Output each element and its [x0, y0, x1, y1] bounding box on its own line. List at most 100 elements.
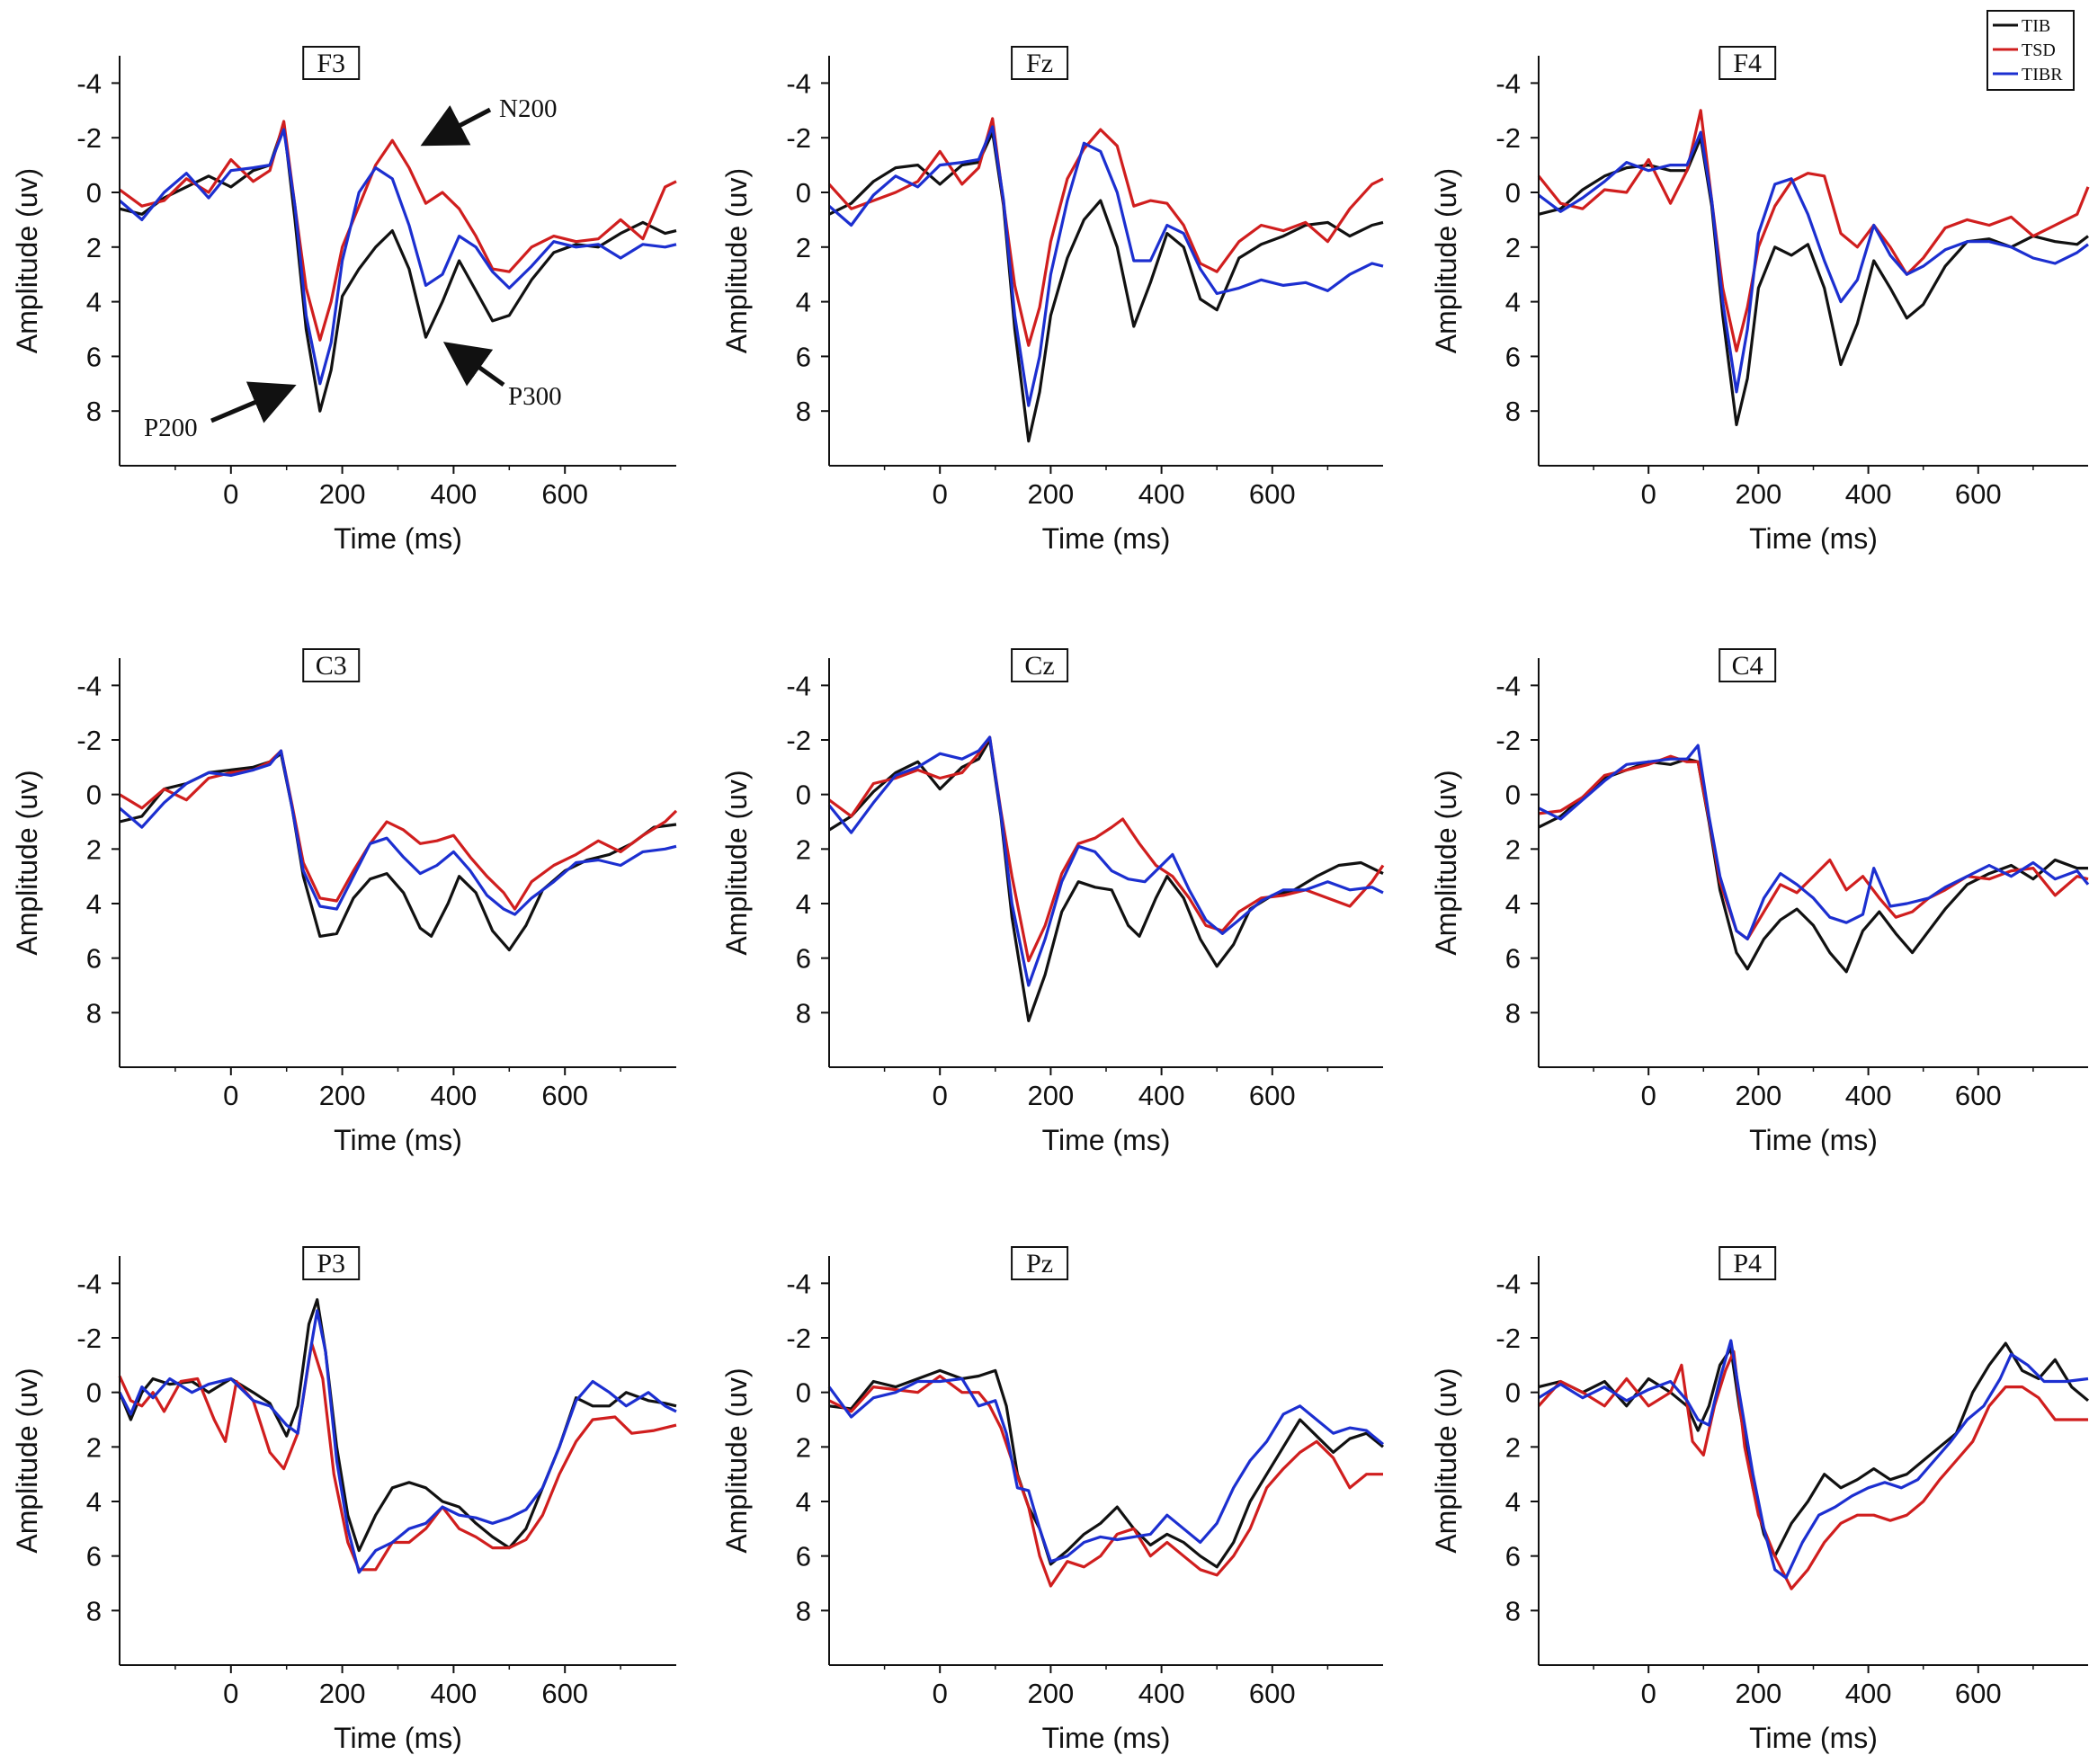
series-line-tsd-cz [828, 735, 1385, 963]
y-tick-label-f4: -4 [1495, 67, 1521, 99]
series-line-tib-f4 [1538, 136, 2089, 426]
y-tick-label-c4: 2 [1505, 833, 1521, 865]
x-tick-label-f4: 200 [1736, 478, 1782, 510]
y-tick-label-f4: 4 [1505, 287, 1521, 318]
legend: TIB TSD TIBR [1986, 10, 2075, 91]
panel-title-c4: C4 [1732, 651, 1763, 681]
y-axis-title-pz: Amplitude (uv) [720, 1368, 753, 1553]
panel-f3: -4 -2 0 2 4 6 8 0 200 400 600 Time (ms) Amplitude (u… [11, 46, 677, 555]
series-line-tibr-cz [827, 735, 1384, 987]
series-line-tib-cz [828, 738, 1384, 1022]
y-tick-label-c4: 4 [1505, 888, 1521, 920]
annotation-p300: P300 [508, 382, 562, 411]
y-axis-title-p4: Amplitude (uv) [1430, 1368, 1462, 1553]
x-axis-title-pz: Time (ms) [1042, 1722, 1171, 1754]
x-tick-label-f4: 0 [1641, 478, 1656, 510]
series-line-tsd-c3 [119, 749, 678, 911]
series-line-tsd-fz [827, 117, 1384, 347]
x-axis-title-cz: Time (ms) [1042, 1124, 1171, 1156]
annotation-p300-arrow [442, 342, 505, 388]
y-tick-label-p4: 0 [1505, 1377, 1521, 1409]
y-tick-label-f4: 6 [1505, 341, 1521, 372]
series-line-tibr-fz [827, 125, 1384, 407]
y-tick-label-c3: 2 [86, 833, 102, 865]
panel-title-f3: F3 [317, 49, 345, 78]
x-tick-label-pz: 0 [933, 1678, 948, 1709]
series-line-tibr-f4 [1538, 130, 2089, 394]
series-line-tsd-f4 [1537, 109, 2090, 352]
series-line-tib-c4 [1538, 757, 2088, 974]
panel-title-p4: P4 [1733, 1249, 1762, 1278]
x-tick-label-p4: 600 [1955, 1678, 2002, 1709]
y-tick-label-p4: 6 [1505, 1541, 1521, 1572]
x-tick-label-f3: 200 [319, 478, 366, 510]
series-line-tibr-c4 [1538, 744, 2090, 940]
panel-title-box-c4 [1719, 648, 1777, 682]
y-tick-label-c4: 6 [1505, 943, 1521, 975]
x-tick-label-f3: 600 [541, 478, 588, 510]
annotation-p200-arrow [210, 381, 297, 423]
y-tick-label-c3: 4 [86, 888, 102, 920]
series-line-tib-fz [828, 130, 1384, 443]
y-tick-label-cz: 4 [796, 888, 811, 920]
y-tick-label-c3: 6 [86, 943, 102, 975]
y-tick-label-f3: 2 [86, 232, 102, 263]
y-tick-label-fz: -2 [786, 122, 811, 154]
annotation-n200-arrow [420, 105, 492, 147]
series-line-tibr-p4 [1538, 1339, 2089, 1580]
x-tick-label-fz: 0 [933, 478, 948, 510]
y-tick-label-f3: 6 [86, 341, 102, 372]
y-tick-label-fz: 0 [796, 177, 811, 209]
y-tick-label-pz: 4 [796, 1486, 811, 1518]
x-tick-label-c3: 400 [431, 1080, 478, 1111]
y-tick-label-pz: 8 [796, 1595, 811, 1626]
legend-label-tibr: TIBR [2022, 65, 2063, 85]
x-tick-label-p4: 200 [1736, 1678, 1782, 1709]
x-axis-title-f4: Time (ms) [1749, 522, 1878, 555]
panel-title-box-fz [1011, 46, 1069, 80]
y-axis-title-c4: Amplitude (uv) [1430, 770, 1462, 955]
legend-label-tsd: TSD [2022, 40, 2056, 60]
panel-title-box-p4 [1719, 1246, 1777, 1280]
y-axis-title-f4: Amplitude (uv) [1430, 168, 1462, 353]
annotation-n200: N200 [499, 94, 557, 123]
panel-p3: -4 -2 0 2 4 6 8 0 200 400 600 Time (ms) Amplitude (u… [11, 1246, 677, 1754]
panel-title-p3: P3 [317, 1249, 345, 1278]
x-tick-label-c4: 400 [1845, 1080, 1892, 1111]
series-line-tib-p4 [1538, 1341, 2090, 1558]
y-tick-label-c3: -4 [76, 670, 102, 701]
x-axis-title-p4: Time (ms) [1749, 1722, 1878, 1754]
x-tick-label-cz: 600 [1249, 1080, 1296, 1111]
y-tick-label-p3: 8 [86, 1595, 102, 1626]
y-tick-label-fz: 4 [796, 287, 811, 318]
x-tick-label-f3: 400 [431, 478, 478, 510]
y-tick-label-f3: -4 [76, 67, 102, 99]
series-line-tsd-p3 [118, 1341, 677, 1572]
y-tick-label-p3: -2 [76, 1323, 102, 1354]
y-tick-label-p3: 0 [86, 1377, 102, 1409]
panel-title-f4: F4 [1733, 49, 1762, 78]
y-axis-title-cz: Amplitude (uv) [720, 770, 753, 955]
series-line-tibr-pz [827, 1376, 1385, 1564]
y-tick-label-fz: -4 [786, 67, 811, 99]
x-tick-label-p3: 600 [541, 1678, 588, 1709]
x-tick-label-fz: 600 [1249, 478, 1296, 510]
x-tick-label-p3: 400 [431, 1678, 478, 1709]
series-line-tib-f3 [119, 122, 677, 413]
legend-label-tib: TIB [2022, 16, 2050, 36]
y-tick-label-fz: 8 [796, 396, 811, 427]
x-tick-label-f4: 600 [1955, 478, 2002, 510]
y-axis-title-c3: Amplitude (uv) [11, 770, 43, 955]
y-tick-label-p3: 2 [86, 1431, 102, 1463]
x-tick-label-c3: 200 [319, 1080, 366, 1111]
y-tick-label-pz: 2 [796, 1431, 811, 1463]
y-axis-title-p3: Amplitude (uv) [11, 1368, 43, 1553]
x-tick-label-c3: 600 [541, 1080, 588, 1111]
y-tick-label-f3: 8 [86, 396, 102, 427]
y-tick-label-c4: 0 [1505, 780, 1521, 811]
series-line-tibr-p3 [118, 1309, 677, 1574]
x-axis-title-f3: Time (ms) [334, 522, 462, 555]
series-line-tib-p3 [118, 1297, 677, 1553]
x-tick-label-c4: 0 [1641, 1080, 1656, 1111]
y-tick-label-fz: 2 [796, 232, 811, 263]
